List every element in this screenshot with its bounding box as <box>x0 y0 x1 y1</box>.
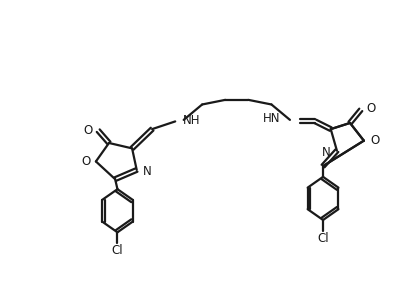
Text: N: N <box>143 165 152 178</box>
Text: Cl: Cl <box>112 244 123 257</box>
Text: O: O <box>81 155 91 168</box>
Text: O: O <box>84 124 93 137</box>
Text: NH: NH <box>183 114 200 127</box>
Text: Cl: Cl <box>317 232 329 245</box>
Text: N: N <box>322 146 331 159</box>
Text: O: O <box>366 102 375 115</box>
Text: O: O <box>370 134 379 147</box>
Text: HN: HN <box>263 112 281 125</box>
